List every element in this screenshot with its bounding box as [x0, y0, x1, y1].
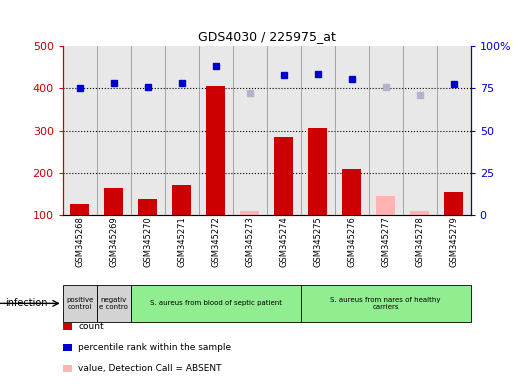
Bar — [165, 46, 199, 215]
Text: percentile rank within the sample: percentile rank within the sample — [78, 343, 232, 352]
Bar — [131, 46, 165, 215]
FancyBboxPatch shape — [301, 285, 471, 322]
Bar — [233, 46, 267, 215]
Text: S. aureus from blood of septic patient: S. aureus from blood of septic patient — [150, 300, 282, 306]
Text: S. aureus from nares of healthy
carriers: S. aureus from nares of healthy carriers — [331, 297, 441, 310]
FancyBboxPatch shape — [63, 285, 97, 322]
Bar — [377, 196, 395, 215]
Bar — [207, 86, 225, 215]
Bar — [173, 185, 191, 215]
Bar — [63, 46, 97, 215]
Bar — [275, 137, 293, 215]
Title: GDS4030 / 225975_at: GDS4030 / 225975_at — [198, 30, 336, 43]
Bar — [309, 128, 327, 215]
Text: count: count — [78, 322, 104, 331]
Bar — [445, 192, 463, 215]
Bar — [335, 46, 369, 215]
FancyBboxPatch shape — [97, 285, 131, 322]
Bar — [437, 46, 471, 215]
Bar — [411, 211, 429, 215]
FancyBboxPatch shape — [131, 285, 301, 322]
Text: value, Detection Call = ABSENT: value, Detection Call = ABSENT — [78, 364, 222, 373]
Bar — [71, 204, 89, 215]
Bar — [139, 199, 157, 215]
Bar — [369, 46, 403, 215]
Bar — [97, 46, 131, 215]
Bar — [301, 46, 335, 215]
Bar — [105, 188, 123, 215]
Bar — [267, 46, 301, 215]
Text: negativ
e contro: negativ e contro — [99, 297, 128, 310]
Bar — [241, 211, 259, 215]
Text: positive
control: positive control — [66, 297, 94, 310]
Text: infection: infection — [5, 298, 48, 308]
Bar — [403, 46, 437, 215]
Bar — [199, 46, 233, 215]
Bar — [343, 169, 361, 215]
